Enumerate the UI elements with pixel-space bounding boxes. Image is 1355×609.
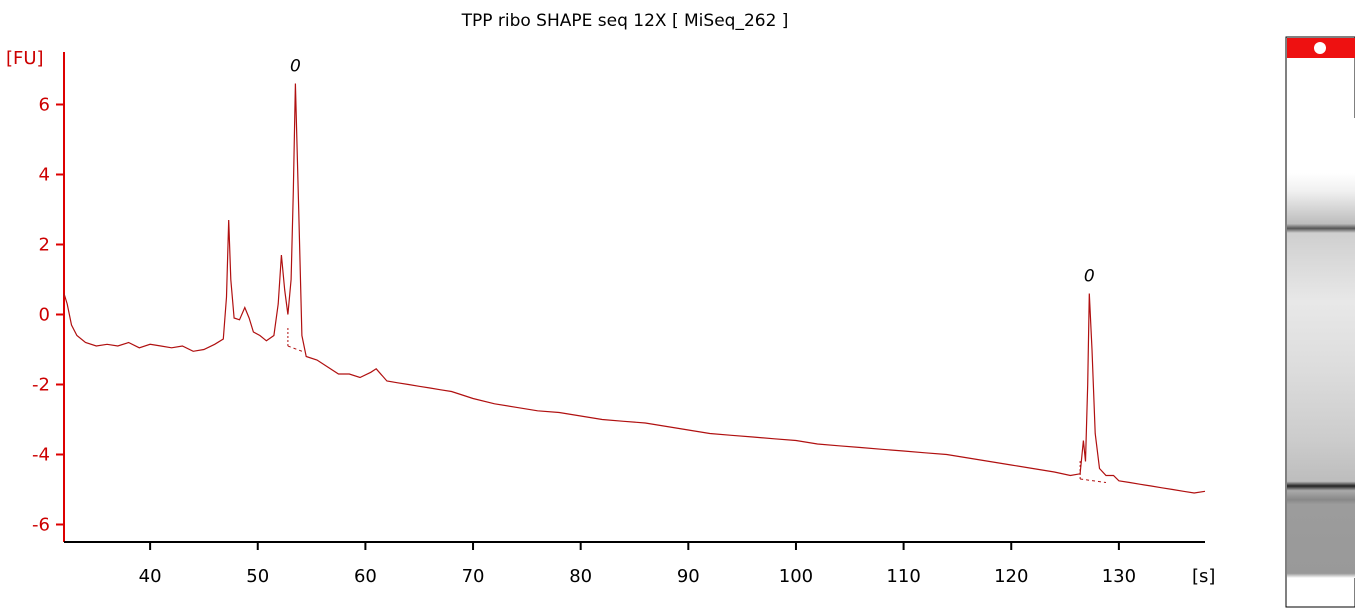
x-tick-label: 130 [1102,566,1136,587]
y-axis-unit-label: [FU] [6,48,44,69]
y-tick-label: -6 [32,515,50,536]
y-tick-label: -4 [32,445,50,466]
x-tick-label: 90 [677,566,700,587]
peak-baseline [287,345,303,352]
gel-lane-bands [1287,118,1355,578]
x-tick-label: 80 [569,566,592,587]
x-tick-label: 40 [139,566,162,587]
x-tick-label: 110 [886,566,920,587]
chart-axes: -6 -4 -2 0 2 4 6 40 50 60 70 80 90 100 110 120 130 [32,52,1205,587]
peak-label: 0 [1084,267,1095,287]
x-tick-label: 60 [354,566,377,587]
signal-series [63,83,1206,494]
y-tick-label: 6 [39,95,50,116]
gel-lane-marker-icon [1314,42,1326,54]
x-tick-label: 100 [779,566,813,587]
signal-trace [63,83,1206,494]
x-axis-unit-label: [s] [1192,566,1215,587]
y-tick-label: 4 [39,165,50,186]
peak-baseline [1080,478,1107,483]
y-tick-label: 0 [39,305,50,326]
chart-title: TPP ribo SHAPE seq 12X [ MiSeq_262 ] [461,11,789,31]
y-tick-label: -2 [32,375,50,396]
x-tick-label: 50 [246,566,269,587]
y-tick-label: 2 [39,235,50,256]
x-tick-label: 70 [462,566,485,587]
peak-label: 0 [290,57,301,77]
gel-lane-image [1285,36,1355,608]
peak-baselines [287,326,1107,483]
x-tick-label: 120 [994,566,1028,587]
peak-markers: 00 [290,57,1095,287]
